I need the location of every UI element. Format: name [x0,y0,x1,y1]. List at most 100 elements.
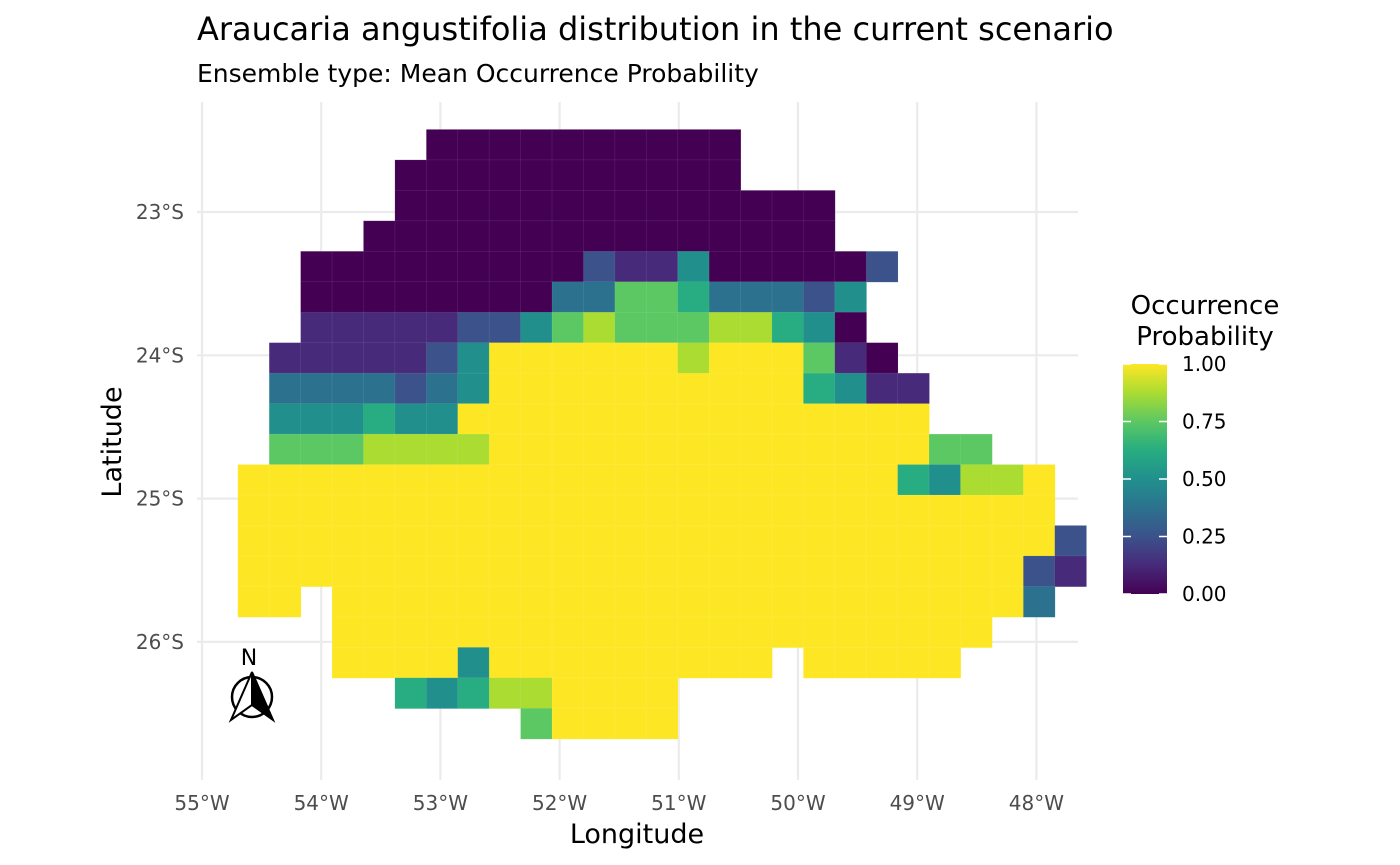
map-cell [991,464,1025,496]
map-cell [897,403,930,435]
map-cell [457,464,490,496]
map-cell [740,372,773,405]
map-cell [803,342,836,374]
map-cell [645,250,679,283]
map-cell [928,494,962,527]
map-cell [520,403,553,435]
map-cell [520,433,553,466]
map-cell [363,464,396,496]
map-cell [708,220,742,252]
map-cell [583,159,616,192]
map-cell [865,433,899,466]
map-cell [740,494,773,527]
map-cell [803,525,836,557]
map-cell [457,525,490,557]
map-cell [960,494,993,527]
map-cell [645,586,679,618]
map-cell [520,494,553,527]
map-cell [865,647,899,679]
map-cell [583,586,616,618]
map-cell [834,494,867,527]
map-cell [551,433,585,466]
map-cell [771,525,805,557]
map-cell [488,220,522,252]
map-cell [677,372,710,405]
map-cell [583,281,616,313]
map-cell [300,494,333,527]
map-cell [363,525,396,557]
map-cell [677,129,710,161]
map-cell [865,525,899,557]
map-cell [708,555,742,588]
legend-tick-label: 0.25 [1182,525,1227,549]
map-cell [834,311,867,344]
map-cell [426,525,459,557]
map-cell [740,220,773,252]
map-cell [268,494,302,527]
x-tick-label: 54°W [294,791,349,815]
map-cell [928,586,962,618]
map-cell [488,403,522,435]
map-cell [897,525,930,557]
map-cell [520,464,553,496]
map-cell [771,555,805,588]
map-cell [268,372,302,405]
map-cell [520,707,553,740]
map-cell [803,190,836,222]
map-cell [614,647,647,679]
map-cell [394,586,428,618]
map-cell [645,677,679,709]
map-cell [614,586,647,618]
map-cell [457,220,490,252]
map-cell [488,372,522,405]
map-cell [363,433,396,466]
map-cell [645,129,679,161]
map-cell [551,159,585,192]
map-cell [583,555,616,588]
map-cell [551,250,585,283]
map-cell [457,342,490,374]
map-cell [1054,555,1087,588]
map-cell [865,250,899,283]
map-cell [457,129,490,161]
map-cell [300,250,333,283]
map-cell [331,525,365,557]
map-cell [771,464,805,496]
x-tick-label: 50°W [770,791,825,815]
x-tick-label: 53°W [413,791,468,815]
map-cell [677,647,710,679]
map-cell [394,403,428,435]
map-cell [645,220,679,252]
map-cell [583,342,616,374]
map-cell [426,555,459,588]
map-cell [394,616,428,649]
map-cell [457,311,490,344]
map-cell [583,129,616,161]
map-cell [331,311,365,344]
map-cell [740,525,773,557]
map-cell [363,616,396,649]
map-cell [488,342,522,374]
map-cell [426,342,459,374]
chart-subtitle: Ensemble type: Mean Occurrence Probabili… [197,59,759,88]
map-cell [834,403,867,435]
map-cell [488,464,522,496]
map-cell [708,525,742,557]
map-cell [614,616,647,649]
map-cell [488,647,522,679]
map-cell [614,464,647,496]
map-cell [708,311,742,344]
map-cell [645,433,679,466]
map-cell [677,586,710,618]
map-cell [708,647,742,679]
map-cell [300,525,333,557]
map-cell [960,433,993,466]
map-cell [300,403,333,435]
map-cell [331,281,365,313]
map-cell [865,494,899,527]
map-cell [645,464,679,496]
map-cell [363,281,396,313]
map-cell [614,159,647,192]
map-cell [426,372,459,405]
